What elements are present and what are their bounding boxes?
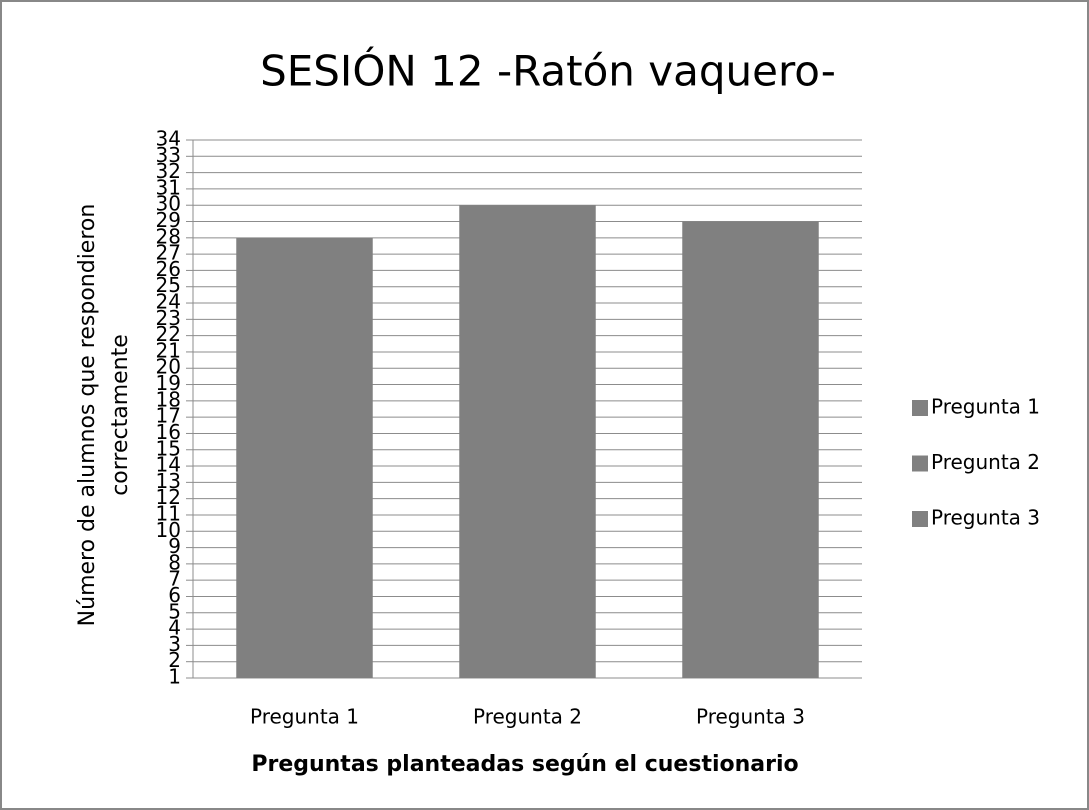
y-tick-label: 5: [168, 599, 181, 623]
y-tick-label: 18: [156, 387, 181, 411]
x-tick-label: Pregunta 2: [473, 705, 582, 729]
y-tick-label: 6: [168, 583, 181, 607]
legend-label: Pregunta 3: [931, 506, 1040, 530]
y-tick-label: 34: [156, 127, 181, 151]
y-tick-label: 19: [156, 371, 181, 395]
y-tick-label: 25: [156, 273, 181, 297]
y-axis-title: Número de alumnos que respondieron corre…: [75, 203, 133, 627]
legend-label: Pregunta 2: [931, 450, 1040, 474]
y-tick-label: 23: [156, 306, 181, 330]
chart-title: SESIÓN 12 -Ratón vaquero-: [260, 46, 836, 96]
y-tick-label: 33: [156, 143, 181, 167]
x-tick-label: Pregunta 1: [250, 705, 359, 729]
y-tick-label: 26: [156, 257, 181, 281]
y-tick-label: 7: [168, 567, 181, 591]
legend-swatch: [912, 455, 928, 472]
y-tick-label: 8: [168, 550, 181, 574]
y-tick-label: 10: [156, 518, 181, 542]
y-tick-label: 4: [168, 616, 181, 640]
y-tick-label: 21: [156, 338, 181, 362]
y-tick-label: 20: [156, 355, 181, 379]
y-tick-label: 32: [156, 159, 181, 183]
y-tick-label: 12: [156, 485, 181, 509]
y-tick-label: 1: [168, 665, 181, 689]
y-tick-label: 16: [156, 420, 181, 444]
y-tick-label: 14: [156, 453, 181, 477]
x-tick-label: Pregunta 3: [696, 705, 805, 729]
y-tick-label: 11: [156, 501, 181, 525]
y-tick-label: 17: [156, 404, 181, 428]
y-tick-label: 28: [156, 224, 181, 248]
y-tick-label: 3: [168, 632, 181, 656]
y-tick-label: 30: [156, 192, 181, 216]
x-axis-title: Preguntas planteadas según el cuestionar…: [251, 752, 798, 777]
legend-swatch: [912, 511, 928, 527]
y-tick-label: 22: [156, 322, 181, 346]
legend-label: Pregunta 1: [931, 395, 1040, 419]
y-tick-label: 15: [156, 436, 181, 460]
y-tick-label: 2: [168, 648, 181, 672]
y-tick-label: 24: [156, 290, 181, 314]
y-tick-label: 31: [156, 175, 181, 199]
y-tick-label: 13: [156, 469, 181, 493]
y-tick-label: 9: [168, 534, 181, 558]
legend-swatch: [912, 400, 928, 416]
bar: [459, 205, 596, 678]
y-tick-label: 29: [156, 208, 181, 232]
bar: [236, 237, 373, 678]
y-tick-label: 27: [156, 241, 181, 265]
bar: [682, 221, 819, 679]
